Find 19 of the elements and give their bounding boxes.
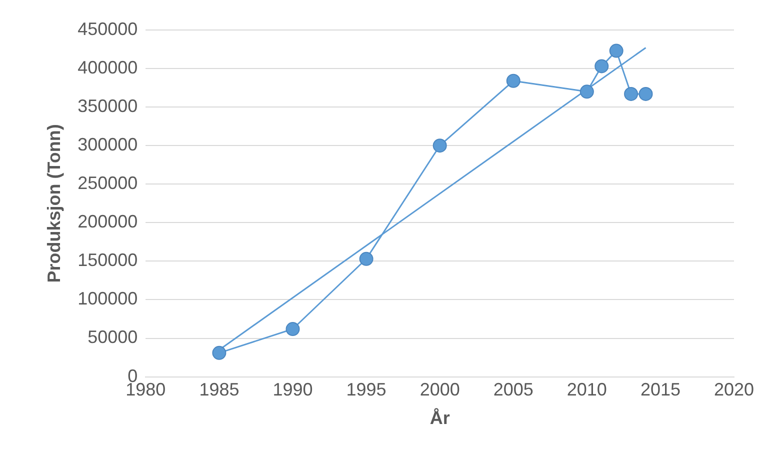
x-tick-label: 1990 [272, 380, 313, 400]
x-axis-title: År [430, 408, 450, 428]
x-tick-label: 2005 [493, 380, 534, 400]
y-tick-label: 450000 [78, 18, 138, 39]
x-tick-label: 2015 [640, 380, 680, 400]
y-tick-label: 400000 [78, 58, 138, 78]
y-tick-label: 100000 [78, 288, 138, 309]
y-tick-label: 50000 [88, 327, 138, 348]
y-tick-label: 200000 [78, 212, 138, 232]
y-tick-label: 250000 [78, 173, 138, 194]
y-tick-label: 150000 [78, 250, 138, 270]
x-tick-label: 2000 [420, 380, 460, 400]
x-tick-label: 1985 [199, 380, 240, 400]
y-tick-label: 350000 [78, 96, 138, 116]
y-axis-title: Produksjon (Tonn) [44, 124, 64, 283]
y-tick-label: 300000 [78, 134, 138, 155]
x-tick-label: 2020 [714, 380, 754, 400]
x-tick-label: 2010 [566, 380, 607, 400]
x-tick-label: 1995 [346, 380, 386, 400]
